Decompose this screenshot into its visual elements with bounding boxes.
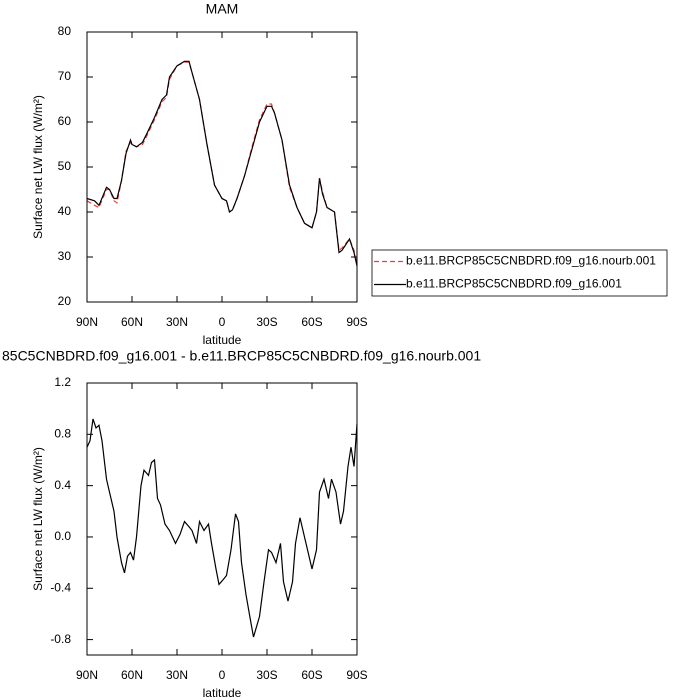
y-tick-label: 0.0 bbox=[54, 529, 71, 543]
y-tick-label: 1.2 bbox=[54, 375, 71, 389]
x-axis-label: latitude bbox=[203, 333, 242, 347]
x-tick-label: 30S bbox=[256, 668, 277, 682]
x-tick-label: 60S bbox=[301, 668, 322, 682]
plot-frame bbox=[86, 31, 358, 303]
chart-title: MAM bbox=[206, 1, 239, 17]
chart-title: 85C5CNBDRD.f09_g16.001 - b.e11.BRCP85C5C… bbox=[2, 348, 481, 364]
x-tick-label: 90S bbox=[346, 668, 367, 682]
y-tick-label: 40 bbox=[58, 204, 72, 218]
y-tick-label: -0.4 bbox=[50, 580, 71, 594]
x-tick-label: 60S bbox=[301, 315, 322, 329]
legend-box bbox=[371, 249, 668, 297]
legend-label: b.e11.BRCP85C5CNBDRD.f09_g16.nourb.001 bbox=[406, 254, 656, 268]
data-line bbox=[86, 418, 358, 638]
x-tick-label: 90S bbox=[346, 315, 367, 329]
x-tick-label: 60N bbox=[121, 668, 143, 682]
x-tick-label: 30S bbox=[256, 315, 277, 329]
y-tick-label: 80 bbox=[58, 24, 72, 38]
x-tick-label: 0 bbox=[219, 315, 226, 329]
x-tick-label: 30N bbox=[166, 668, 188, 682]
y-tick-label: 0.4 bbox=[54, 478, 71, 492]
data-line bbox=[86, 60, 358, 267]
data-line bbox=[86, 61, 358, 264]
y-axis-label: Surface net LW flux (W/m²) bbox=[31, 95, 45, 239]
x-tick-label: 30N bbox=[166, 315, 188, 329]
x-tick-label: 90N bbox=[76, 315, 98, 329]
y-tick-label: 60 bbox=[58, 114, 72, 128]
y-tick-label: 0.8 bbox=[54, 426, 71, 440]
x-tick-label: 90N bbox=[76, 668, 98, 682]
y-tick-label: 30 bbox=[58, 249, 72, 263]
y-tick-label: 20 bbox=[58, 294, 72, 308]
plot-frame bbox=[86, 382, 358, 656]
legend-label: b.e11.BRCP85C5CNBDRD.f09_g16.001 bbox=[406, 277, 622, 291]
x-axis-label: latitude bbox=[203, 686, 242, 700]
x-tick-label: 0 bbox=[219, 668, 226, 682]
y-tick-label: 70 bbox=[58, 69, 72, 83]
y-tick-label: -0.8 bbox=[50, 632, 71, 646]
y-tick-label: 50 bbox=[58, 159, 72, 173]
y-axis-label: Surface net LW flux (W/m²) bbox=[31, 447, 45, 591]
x-tick-label: 60N bbox=[121, 315, 143, 329]
